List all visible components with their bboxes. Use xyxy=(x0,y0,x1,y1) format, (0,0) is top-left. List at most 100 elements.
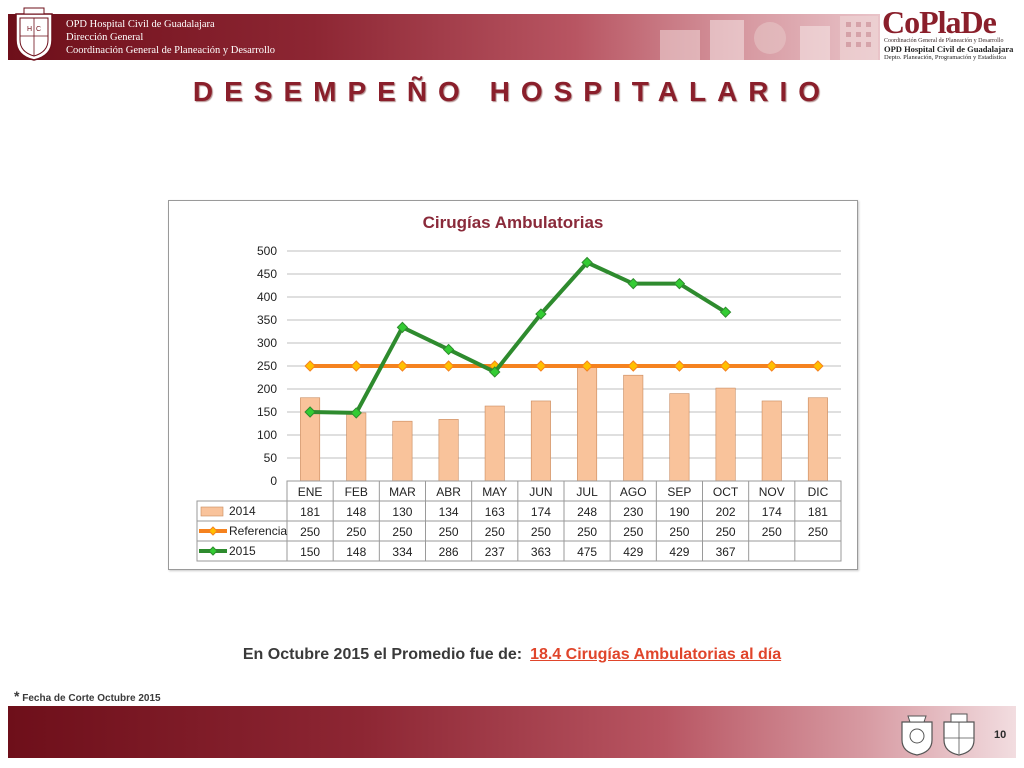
point xyxy=(350,407,362,419)
x-tick-label: AGO xyxy=(620,485,647,499)
state-seal-icon xyxy=(901,715,933,756)
x-tick-label: NOV xyxy=(759,485,785,499)
hospital-building-image xyxy=(660,16,878,60)
data-label: 174 xyxy=(531,505,551,519)
point xyxy=(766,360,778,372)
data-label: 367 xyxy=(716,545,736,559)
data-label: 250 xyxy=(439,525,459,539)
point xyxy=(304,360,316,372)
data-label: 130 xyxy=(392,505,412,519)
coplade-brand: CoPlaDe xyxy=(882,4,997,40)
data-label: 163 xyxy=(485,505,505,519)
x-tick-label: MAR xyxy=(389,485,416,499)
data-label: 475 xyxy=(577,545,597,559)
x-tick-label: ABR xyxy=(436,485,461,499)
hospital-seal-icon xyxy=(943,713,975,756)
y-tick-label: 500 xyxy=(257,244,277,258)
footnote: * Fecha de Corte Octubre 2015 xyxy=(14,688,161,704)
y-tick-label: 350 xyxy=(257,313,277,327)
data-label: 190 xyxy=(669,505,689,519)
legend-label: Referencia xyxy=(229,524,287,538)
x-tick-label: JUN xyxy=(529,485,552,499)
bar xyxy=(577,366,598,482)
page-title: DESEMPEÑO HOSPITALARIO xyxy=(192,76,832,107)
data-label: 286 xyxy=(439,545,459,559)
footer-bar xyxy=(8,706,1016,758)
y-tick-label: 150 xyxy=(257,405,277,419)
data-label: 150 xyxy=(300,545,320,559)
table-body xyxy=(196,500,842,562)
point xyxy=(673,360,686,372)
data-label: 429 xyxy=(623,545,643,559)
point xyxy=(673,277,686,290)
data-label: 250 xyxy=(716,525,736,539)
data-label: 181 xyxy=(808,505,828,519)
footnote-asterisk: * xyxy=(14,688,20,704)
data-label: 250 xyxy=(669,525,689,539)
data-label: 181 xyxy=(300,505,320,519)
data-label: 250 xyxy=(623,525,643,539)
chart-title: Cirugías Ambulatorias xyxy=(422,213,604,232)
data-label: 148 xyxy=(346,545,366,559)
series-line xyxy=(310,260,727,415)
point xyxy=(719,306,732,318)
institution-text: OPD Hospital Civil de Guadalajara Direcc… xyxy=(66,18,275,57)
data-label: 429 xyxy=(669,545,689,559)
point xyxy=(581,256,593,269)
y-tick-label: 250 xyxy=(257,359,277,373)
summary-prefix: En Octubre 2015 el Promedio fue de: xyxy=(242,646,523,663)
point xyxy=(304,406,316,418)
y-tick-label: 100 xyxy=(257,428,277,442)
point xyxy=(489,366,501,378)
x-tick-label: JUL xyxy=(576,485,598,499)
summary-highlight: 18.4 Cirugías Ambulatorias al día xyxy=(530,646,782,663)
data-label: 334 xyxy=(392,545,412,559)
bar xyxy=(761,400,782,482)
legend-marker xyxy=(208,546,218,556)
data-label: 148 xyxy=(346,505,366,519)
point xyxy=(627,360,639,372)
data-label: 134 xyxy=(439,505,459,519)
hospital-crest-icon: H C xyxy=(15,7,53,61)
legend-label: 2015 xyxy=(229,544,256,558)
y-tick-label: 50 xyxy=(264,451,278,465)
x-tick-label: SEP xyxy=(667,485,691,499)
page-number: 10 xyxy=(994,729,1007,741)
bar xyxy=(346,412,367,482)
bar xyxy=(669,393,690,482)
y-tick-label: 450 xyxy=(257,267,277,281)
data-label: 250 xyxy=(485,525,505,539)
data-label: 250 xyxy=(392,525,412,539)
y-tick-label: 200 xyxy=(257,382,277,396)
institution-line2: Dirección General xyxy=(66,32,144,43)
bar xyxy=(438,419,459,482)
legend-label: 2014 xyxy=(229,504,256,518)
bar xyxy=(484,405,505,482)
data-label: 230 xyxy=(623,505,643,519)
data-label: 248 xyxy=(577,505,597,519)
x-tick-label: DIC xyxy=(808,485,829,499)
x-tick-label: ENE xyxy=(298,485,323,499)
institution-line3: Coordinación General de Planeación y Des… xyxy=(66,45,276,56)
footnote-text: Fecha de Corte Octubre 2015 xyxy=(22,693,161,704)
data-label: 250 xyxy=(808,525,828,539)
x-tick-label: FEB xyxy=(345,485,368,499)
data-label: 202 xyxy=(716,505,736,519)
point xyxy=(396,321,409,334)
bar xyxy=(530,400,551,482)
institution-line1: OPD Hospital Civil de Guadalajara xyxy=(66,19,215,30)
chart-plot: 0 50 100 150 200 250 300 350 400 450 500 ENE FEB MAR A… xyxy=(196,244,842,562)
point xyxy=(442,343,455,356)
coplade-line2: OPD Hospital Civil de Guadalajara xyxy=(884,44,1014,54)
x-tick-label: MAY xyxy=(482,485,507,499)
point xyxy=(442,360,455,372)
y-tick-label: 400 xyxy=(257,290,277,304)
data-label: 250 xyxy=(531,525,551,539)
summary-text: En Octubre 2015 el Promedio fue de: 18.4 … xyxy=(0,646,1024,664)
data-label: 250 xyxy=(346,525,366,539)
point xyxy=(627,277,639,290)
data-label: 250 xyxy=(577,525,597,539)
legend-marker xyxy=(208,526,218,536)
point xyxy=(350,360,362,372)
x-tick-label: OCT xyxy=(713,485,739,499)
